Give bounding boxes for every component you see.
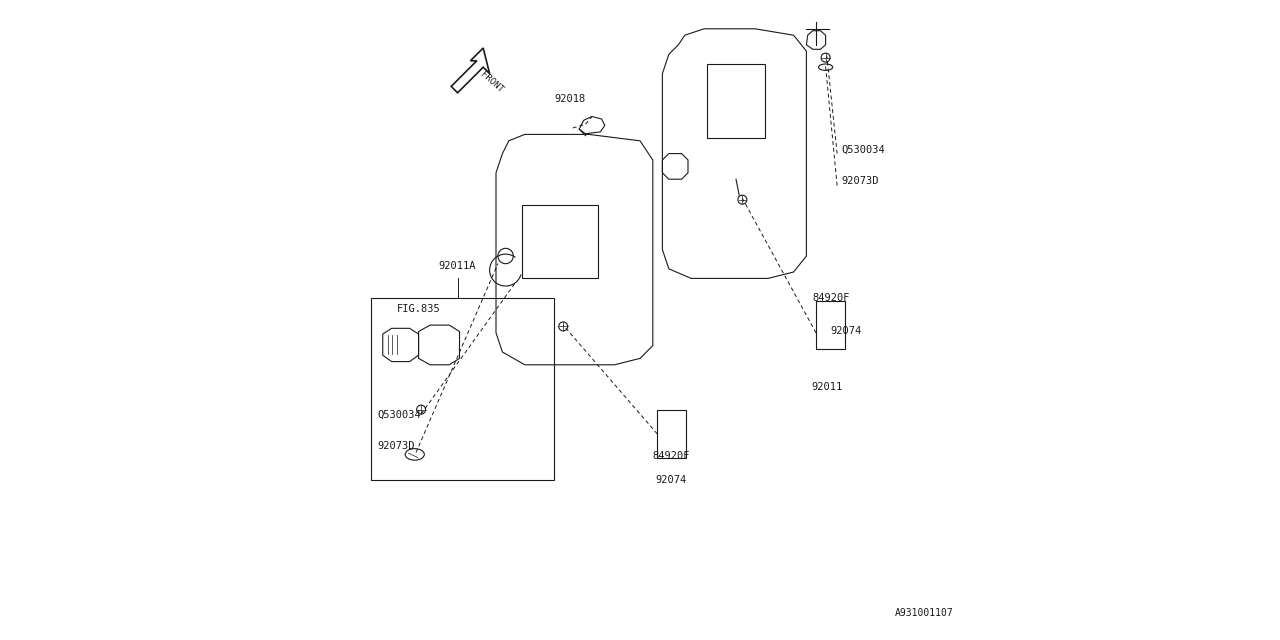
Text: Q530034: Q530034	[842, 145, 886, 154]
Text: Q530034: Q530034	[378, 410, 421, 419]
Text: 92011: 92011	[812, 383, 842, 392]
Text: 92074: 92074	[831, 326, 861, 336]
Text: 92074: 92074	[655, 475, 686, 485]
Text: FIG.835: FIG.835	[397, 305, 440, 314]
Text: 92018: 92018	[554, 95, 585, 104]
Text: 92073D: 92073D	[378, 442, 415, 451]
Text: A931001107: A931001107	[895, 608, 954, 618]
Bar	[817, 301, 845, 349]
Text: 84920F: 84920F	[652, 451, 690, 461]
Text: 92073D: 92073D	[842, 177, 879, 186]
Bar	[658, 410, 686, 458]
Bar	[371, 298, 553, 480]
Text: 92011A: 92011A	[439, 261, 476, 271]
Text: FRONT: FRONT	[479, 70, 504, 94]
Text: 84920F: 84920F	[813, 293, 850, 303]
